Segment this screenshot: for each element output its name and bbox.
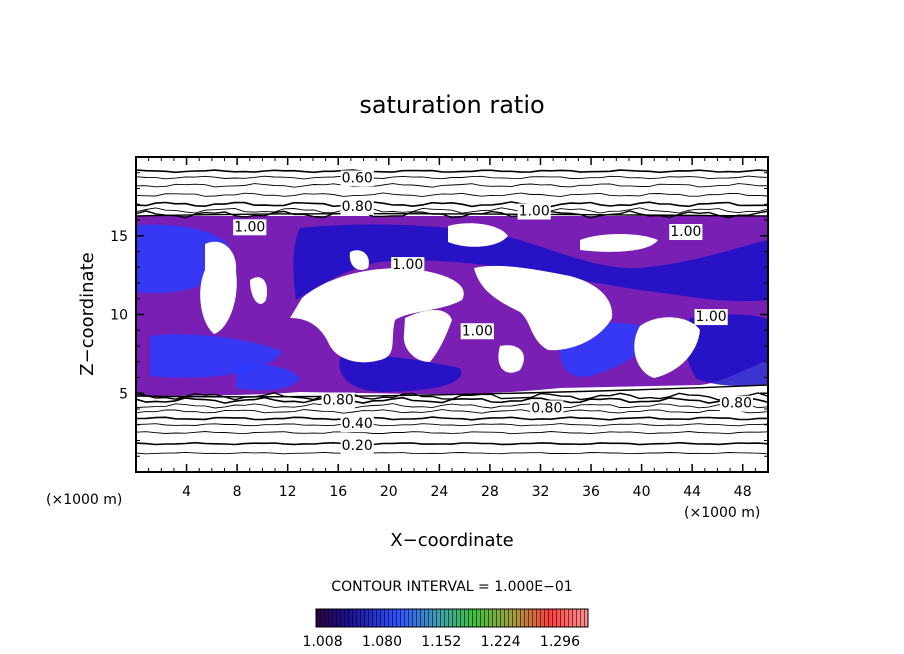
contour-label: 0.80	[531, 400, 562, 416]
x-unit-label: (×1000 m)	[684, 505, 760, 521]
contour-label-background	[669, 224, 703, 241]
colorbar-labels: 1.008 1.080 1.152 1.224 1.296	[303, 634, 581, 650]
y-tick-label: 15	[110, 229, 128, 245]
contour-label: 1.00	[392, 257, 423, 273]
contour-label: 0.80	[342, 199, 373, 215]
subsaturated-region	[403, 309, 452, 362]
subsaturated-region	[349, 250, 369, 271]
contour-labels: 0.60 0.80 1.00 1.00 1.00 1.00 1.00 1.00 0.80 0.80…	[233, 170, 753, 455]
contour-label-background	[233, 219, 267, 236]
subsaturated-region	[290, 268, 464, 363]
high-saturation-region	[236, 364, 300, 391]
contour-line	[136, 201, 768, 208]
contour-label-background	[340, 416, 374, 433]
y-axis-label: Z−coordinate	[77, 252, 98, 375]
subsaturated-region	[250, 277, 268, 304]
colorbar-tick-label: 1.296	[540, 634, 580, 650]
contour-label: 1.00	[234, 219, 265, 235]
subsaturated-region	[580, 234, 658, 252]
contour-label: 0.40	[342, 416, 373, 432]
contour-label: 0.80	[323, 393, 354, 409]
contour-label-background	[719, 395, 753, 412]
x-tick-label: 48	[734, 484, 752, 500]
high-saturation-region	[339, 355, 462, 392]
x-tick-label: 24	[430, 484, 448, 500]
x-tick-label: 40	[633, 484, 651, 500]
colorbar-tick-label: 1.224	[481, 634, 521, 650]
x-tick-label: 32	[532, 484, 550, 500]
chart-title: saturation ratio	[359, 91, 544, 119]
contour-lines	[136, 169, 768, 455]
contour-line	[136, 396, 768, 404]
contour-label: 1.00	[519, 204, 550, 220]
contour-label-background	[460, 323, 494, 340]
contour-line	[136, 183, 768, 188]
x-tick-label: 44	[683, 484, 701, 500]
high-saturation-region	[685, 314, 768, 386]
contour-line	[136, 441, 768, 446]
contour-label: 1.00	[670, 224, 701, 240]
contour-line	[136, 431, 768, 435]
y-axis-ticks: 5 10 15	[110, 172, 768, 457]
contour-label-background	[391, 257, 425, 274]
x-tick-label: 8	[233, 484, 242, 500]
x-tick-label: 20	[380, 484, 398, 500]
contour-line	[136, 212, 768, 217]
z-unit-label: (×1000 m)	[46, 492, 122, 508]
contour-label: 0.60	[342, 170, 373, 186]
subsaturated-region	[200, 241, 237, 334]
contour-label-background	[321, 392, 355, 409]
colorbar-frame	[315, 608, 589, 628]
contour-label-background	[340, 438, 374, 455]
contour-line	[136, 403, 768, 409]
saturation-field	[136, 216, 768, 396]
contour-label: 1.00	[462, 323, 493, 339]
contour-label-background	[340, 198, 374, 215]
x-tick-label: 12	[279, 484, 297, 500]
x-tick-label: 36	[582, 484, 600, 500]
high-saturation-region	[293, 224, 768, 302]
contour-label: 0.20	[342, 438, 373, 454]
contour-interval-label: CONTOUR INTERVAL = 1.000E−01	[331, 579, 572, 595]
contour-line	[136, 384, 768, 398]
colorbar-tick-label: 1.080	[362, 634, 402, 650]
contour-label-background	[694, 309, 728, 326]
contour-line	[136, 207, 768, 214]
x-axis-ticks: 4 8 12 16 20 24 28 32 36 40 44 48	[148, 157, 756, 500]
contour-label: 0.80	[721, 396, 752, 412]
x-axis-label: X−coordinate	[390, 530, 513, 551]
contour-label-background	[340, 170, 374, 187]
contour-line	[136, 416, 768, 421]
contour-line	[136, 210, 768, 219]
contour-label: 1.00	[696, 309, 727, 325]
subsaturated-region	[498, 345, 524, 373]
colorbar-stripes	[316, 609, 588, 627]
colorbar-tick-label: 1.152	[421, 634, 461, 650]
contour-label-background	[517, 203, 551, 220]
contour-line	[136, 451, 768, 455]
x-tick-label: 28	[481, 484, 499, 500]
subsaturated-region	[474, 265, 613, 351]
y-tick-label: 5	[119, 386, 128, 402]
contour-line	[136, 169, 768, 174]
colorbar-tick-label: 1.008	[303, 634, 343, 650]
contour-line	[136, 175, 768, 180]
subsaturated-region	[448, 223, 508, 247]
subsaturated-region	[634, 317, 700, 378]
contour-line	[136, 409, 768, 414]
contour-line	[136, 192, 768, 198]
y-tick-label: 10	[110, 308, 128, 324]
x-tick-label: 4	[182, 484, 191, 500]
colorbar	[315, 608, 589, 628]
contour-label-background	[530, 400, 564, 417]
x-tick-label: 16	[329, 484, 347, 500]
contour-line	[136, 423, 768, 427]
